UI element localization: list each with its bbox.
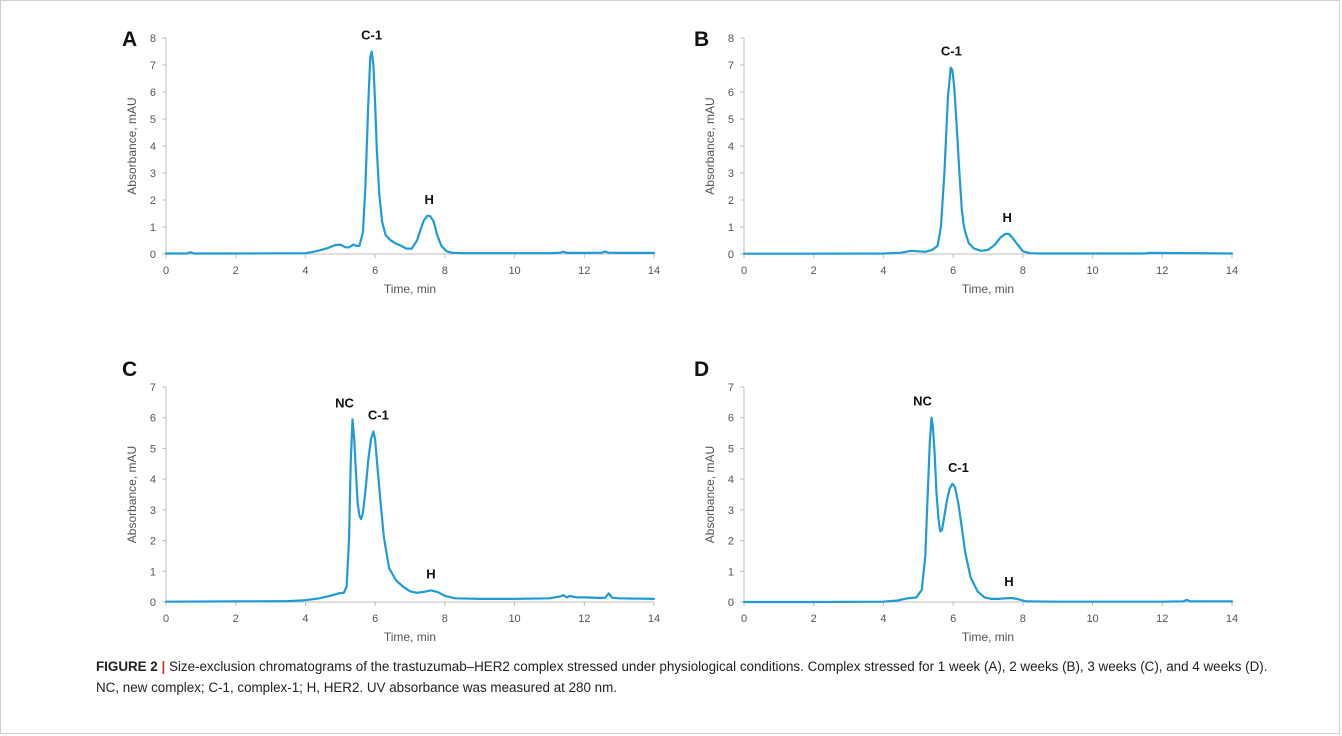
x-tick-label-a: 14 [648, 265, 660, 277]
panel-letter-b: B [694, 28, 709, 51]
peak-label-b: H [1002, 210, 1011, 225]
x-tick-label-d: 4 [880, 613, 886, 625]
y-tick-label-c: 2 [150, 536, 156, 548]
y-tick-label-c: 0 [150, 597, 156, 609]
x-tick-label-b: 12 [1156, 265, 1168, 277]
x-axis-title-b: Time, min [962, 282, 1014, 296]
x-tick-label-a: 0 [163, 265, 169, 277]
x-tick-label-d: 10 [1086, 613, 1098, 625]
y-tick-label-b: 0 [728, 249, 734, 261]
x-tick-label-b: 6 [950, 265, 956, 277]
x-tick-label-a: 8 [442, 265, 448, 277]
chromatogram-trace-c [164, 418, 656, 603]
y-tick-label-a: 1 [150, 222, 156, 234]
x-tick-label-d: 6 [950, 613, 956, 625]
y-axis-title-d: Absorbance, mAU [703, 446, 717, 543]
x-tick-label-c: 8 [442, 613, 448, 625]
y-tick-label-d: 2 [728, 536, 734, 548]
x-tick-label-d: 12 [1156, 613, 1168, 625]
y-tick-label-a: 5 [150, 114, 156, 126]
y-tick-label-d: 0 [728, 597, 734, 609]
y-tick-label-a: 8 [150, 33, 156, 45]
y-tick-label-d: 7 [728, 382, 734, 394]
x-tick-label-b: 0 [741, 265, 747, 277]
peak-label-b: C-1 [941, 44, 962, 59]
caption-label: FIGURE 2 [96, 659, 158, 674]
x-tick-label-c: 14 [648, 613, 660, 625]
x-tick-label-a: 2 [233, 265, 239, 277]
caption-text: Size-exclusion chromatograms of the tras… [96, 659, 1268, 695]
y-tick-label-a: 4 [150, 141, 156, 153]
x-tick-label-d: 2 [811, 613, 817, 625]
figure-caption: FIGURE 2 | Size-exclusion chromatograms … [96, 656, 1286, 698]
x-tick-label-c: 0 [163, 613, 169, 625]
peak-label-d: H [1004, 574, 1013, 589]
y-tick-label-a: 2 [150, 195, 156, 207]
panel-letter-a: A [122, 28, 137, 51]
y-tick-label-d: 4 [728, 474, 734, 486]
x-tick-label-c: 6 [372, 613, 378, 625]
peak-label-c: NC [335, 395, 354, 410]
y-tick-label-c: 3 [150, 505, 156, 517]
y-tick-label-b: 6 [728, 87, 734, 99]
y-tick-label-c: 7 [150, 382, 156, 394]
y-tick-label-b: 8 [728, 33, 734, 45]
chromatogram-trace-a [164, 50, 656, 255]
y-tick-label-c: 1 [150, 566, 156, 578]
caption-separator: | [161, 659, 166, 674]
x-tick-label-b: 10 [1086, 265, 1098, 277]
y-axis-title-c: Absorbance, mAU [125, 446, 139, 543]
y-tick-label-b: 3 [728, 168, 734, 180]
y-axis-title-a: Absorbance, mAU [125, 97, 139, 194]
x-tick-label-b: 2 [811, 265, 817, 277]
x-axis-title-d: Time, min [962, 630, 1014, 644]
x-tick-label-b: 14 [1226, 265, 1238, 277]
y-tick-label-a: 7 [150, 60, 156, 72]
x-tick-label-a: 10 [508, 265, 520, 277]
peak-label-d: C-1 [948, 460, 969, 475]
y-tick-label-d: 1 [728, 566, 734, 578]
y-tick-label-d: 3 [728, 505, 734, 517]
x-tick-label-b: 8 [1020, 265, 1026, 277]
y-tick-label-b: 4 [728, 141, 734, 153]
y-tick-label-b: 5 [728, 114, 734, 126]
peak-label-c: C-1 [368, 408, 389, 423]
y-tick-label-a: 3 [150, 168, 156, 180]
y-tick-label-b: 2 [728, 195, 734, 207]
y-tick-label-c: 6 [150, 413, 156, 425]
y-tick-label-a: 6 [150, 87, 156, 99]
x-axis-title-a: Time, min [384, 282, 436, 296]
x-tick-label-b: 4 [880, 265, 886, 277]
y-tick-label-b: 7 [728, 60, 734, 72]
panel-letter-d: D [694, 358, 709, 381]
x-axis-title-c: Time, min [384, 630, 436, 644]
x-tick-label-c: 12 [578, 613, 590, 625]
x-tick-label-a: 6 [372, 265, 378, 277]
chromatogram-trace-b [742, 66, 1234, 255]
chromatogram-trace-d [742, 416, 1234, 604]
x-tick-label-a: 12 [578, 265, 590, 277]
x-tick-label-d: 8 [1020, 613, 1026, 625]
x-tick-label-c: 4 [302, 613, 308, 625]
x-tick-label-c: 2 [233, 613, 239, 625]
y-tick-label-b: 1 [728, 222, 734, 234]
y-tick-label-c: 4 [150, 474, 156, 486]
x-tick-label-a: 4 [302, 265, 308, 277]
panel-letter-c: C [122, 358, 137, 381]
y-tick-label-c: 5 [150, 443, 156, 455]
y-tick-label-d: 6 [728, 413, 734, 425]
peak-label-c: H [426, 566, 435, 581]
peak-label-d: NC [913, 394, 932, 409]
x-tick-label-c: 10 [508, 613, 520, 625]
y-axis-title-b: Absorbance, mAU [703, 97, 717, 194]
y-tick-label-d: 5 [728, 443, 734, 455]
x-tick-label-d: 0 [741, 613, 747, 625]
y-tick-label-a: 0 [150, 249, 156, 261]
peak-label-a: H [424, 192, 433, 207]
x-tick-label-d: 14 [1226, 613, 1238, 625]
peak-label-a: C-1 [361, 28, 382, 43]
